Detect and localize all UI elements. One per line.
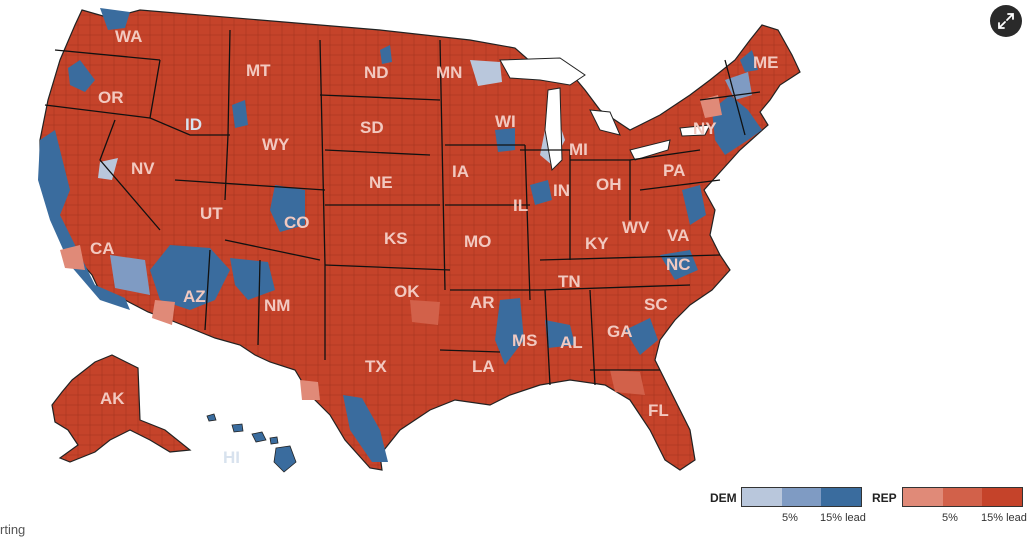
- state-label: IA: [452, 162, 469, 181]
- state-labels: WA OR CA ID NV MT WY UT AZ CO NM ND SD N…: [90, 27, 779, 467]
- expand-button[interactable]: [990, 5, 1022, 37]
- rep-swatch-light: [903, 488, 943, 506]
- state-label: OH: [596, 175, 622, 194]
- rep-legend-bar: [902, 487, 1023, 507]
- state-label: LA: [472, 357, 495, 376]
- state-borders: [44, 29, 761, 386]
- state-label: TX: [365, 357, 387, 376]
- state-label: AR: [470, 293, 495, 312]
- state-label: AZ: [183, 287, 206, 306]
- state-label: MT: [246, 61, 271, 80]
- state-label: ME: [753, 53, 779, 72]
- alaska-shape: [51, 354, 192, 463]
- rep-legend-title: REP: [872, 491, 897, 505]
- dem-swatch-mid: [781, 488, 822, 506]
- dem-swatch-light: [742, 488, 782, 506]
- state-label: MO: [464, 232, 491, 251]
- state-label: SD: [360, 118, 384, 137]
- rep-tick-5: 5%: [942, 512, 958, 524]
- rep-legend: REP 5% 15% lead: [872, 487, 1027, 532]
- dem-tick-15: 15% lead: [820, 512, 866, 524]
- dem-legend-bar: [741, 487, 862, 507]
- state-label: OK: [394, 282, 420, 301]
- state-label: PA: [663, 161, 685, 180]
- state-label: KS: [384, 229, 408, 248]
- state-label: NV: [131, 159, 155, 178]
- state-label: OR: [98, 88, 124, 107]
- dem-tick-5: 5%: [782, 512, 798, 524]
- state-label: NC: [666, 255, 691, 274]
- state-label: NE: [369, 173, 393, 192]
- state-label: NM: [264, 296, 290, 315]
- dem-county-clusters: [38, 8, 762, 462]
- rep-tick-15: 15% lead: [981, 512, 1027, 524]
- state-label: HI: [223, 448, 240, 467]
- dem-swatch-dark: [821, 488, 862, 506]
- state-label: IL: [513, 196, 528, 215]
- state-label: CA: [90, 239, 115, 258]
- hawaii-shape: [206, 413, 297, 473]
- footnote-text: rting: [0, 522, 26, 537]
- state-label: CO: [284, 213, 310, 232]
- state-label: NY: [693, 119, 717, 138]
- state-label: MS: [512, 331, 538, 350]
- state-label: AL: [560, 333, 583, 352]
- state-label: GA: [607, 322, 633, 341]
- state-label: KY: [585, 234, 609, 253]
- state-label: ID: [185, 115, 202, 134]
- dem-legend: DEM 5% 15% lead: [710, 487, 870, 532]
- state-label: WV: [622, 218, 650, 237]
- state-label: IN: [553, 181, 570, 200]
- rep-swatch-mid: [942, 488, 983, 506]
- state-label: ND: [364, 63, 389, 82]
- state-label: WI: [495, 112, 516, 131]
- state-label: WY: [262, 135, 290, 154]
- state-label: MN: [436, 63, 462, 82]
- state-label: UT: [200, 204, 223, 223]
- state-label: FL: [648, 401, 669, 420]
- rep-swatch-dark: [982, 488, 1023, 506]
- state-label: SC: [644, 295, 668, 314]
- dem-legend-title: DEM: [710, 491, 737, 505]
- state-label: WA: [115, 27, 142, 46]
- state-label: MI: [569, 140, 588, 159]
- state-label: TN: [558, 272, 581, 291]
- state-label: AK: [100, 389, 125, 408]
- expand-icon: [998, 13, 1014, 29]
- state-label: VA: [667, 226, 689, 245]
- rep-light-county-clusters: [60, 95, 722, 400]
